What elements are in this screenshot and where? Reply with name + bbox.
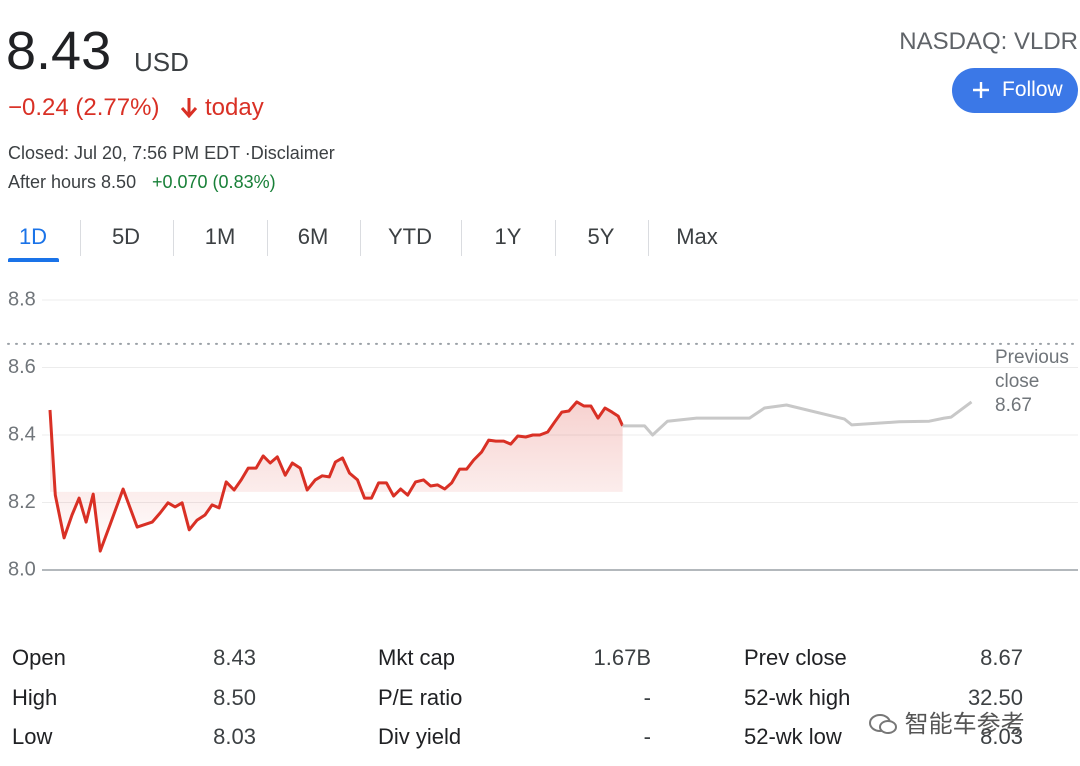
after-hours: After hours 8.50	[8, 172, 137, 192]
tab[interactable]: 1D	[18, 224, 48, 249]
stat-value: 8.03	[980, 724, 1023, 749]
closed-info: Closed: Jul 20, 7:56 PM EDT ·Disclaimer	[8, 143, 335, 163]
watermark: 智能车参考	[868, 704, 1025, 739]
stat-label: 52-wk low	[744, 724, 842, 749]
active-tab-indicator	[8, 258, 59, 262]
change-period: today	[205, 94, 264, 121]
stat-value: 8.43	[213, 645, 256, 670]
line	[622, 400, 973, 437]
exchange: NASDAQ: VLDR	[899, 28, 1078, 55]
previous-close-label: Previous close	[995, 347, 1069, 392]
wechat-icon	[869, 714, 897, 734]
after-hours-change: +0.070 (0.83%)	[152, 172, 276, 192]
stat-label: Div yield	[378, 724, 462, 749]
tab[interactable]: 5D	[111, 224, 141, 249]
stat-value: 1.67B	[593, 645, 652, 670]
tab[interactable]: YTD	[388, 224, 432, 249]
stat-label: Low	[12, 724, 53, 749]
stat-label: High	[12, 685, 58, 710]
tab-separator	[648, 220, 649, 256]
stat-label: P/E ratio	[378, 685, 463, 710]
stat-value: 8.03	[213, 724, 256, 749]
tab[interactable]: Max	[676, 224, 718, 249]
line	[48, 400, 624, 553]
watermark-text: 智能车参考	[904, 711, 1025, 738]
tab-separator	[80, 220, 81, 256]
stat-value: 8.50	[213, 685, 256, 710]
tab[interactable]: 1Y	[494, 224, 522, 249]
tab-separator	[555, 220, 556, 256]
y-tick-label: 8.8	[8, 288, 36, 310]
tab-separator	[360, 220, 361, 256]
stat-label: Open	[12, 645, 66, 670]
tab[interactable]: 1M	[204, 224, 236, 249]
y-tick-label: 8.4	[8, 423, 36, 445]
tab-separator	[267, 220, 268, 256]
change: −0.24 (2.77%)	[8, 94, 160, 121]
tab[interactable]: 5Y	[587, 224, 615, 249]
follow-button[interactable]: Follow	[952, 68, 1078, 113]
down-arrow-icon	[180, 98, 198, 119]
stat-value: -	[643, 724, 651, 749]
stat-value: -	[643, 685, 651, 710]
previous-close-value: 8.67	[995, 395, 1032, 416]
y-tick-label: 8.2	[8, 491, 36, 513]
y-tick-label: 8.6	[8, 356, 36, 378]
follow-label: Follow	[1002, 78, 1063, 101]
tab-separator	[461, 220, 462, 256]
tab-separator	[173, 220, 174, 256]
stat-value: 8.67	[980, 645, 1023, 670]
plus-icon	[973, 82, 989, 98]
stat-value: 32.50	[967, 685, 1023, 710]
area	[50, 401, 623, 552]
price: 8.43	[6, 21, 112, 81]
y-tick-label: 8.0	[8, 558, 36, 580]
tab[interactable]: 6M	[297, 224, 329, 249]
currency: USD	[134, 47, 189, 77]
stat-label: Mkt cap	[378, 645, 456, 670]
stat-label: Prev close	[744, 645, 847, 670]
stat-label: 52-wk high	[744, 685, 851, 710]
